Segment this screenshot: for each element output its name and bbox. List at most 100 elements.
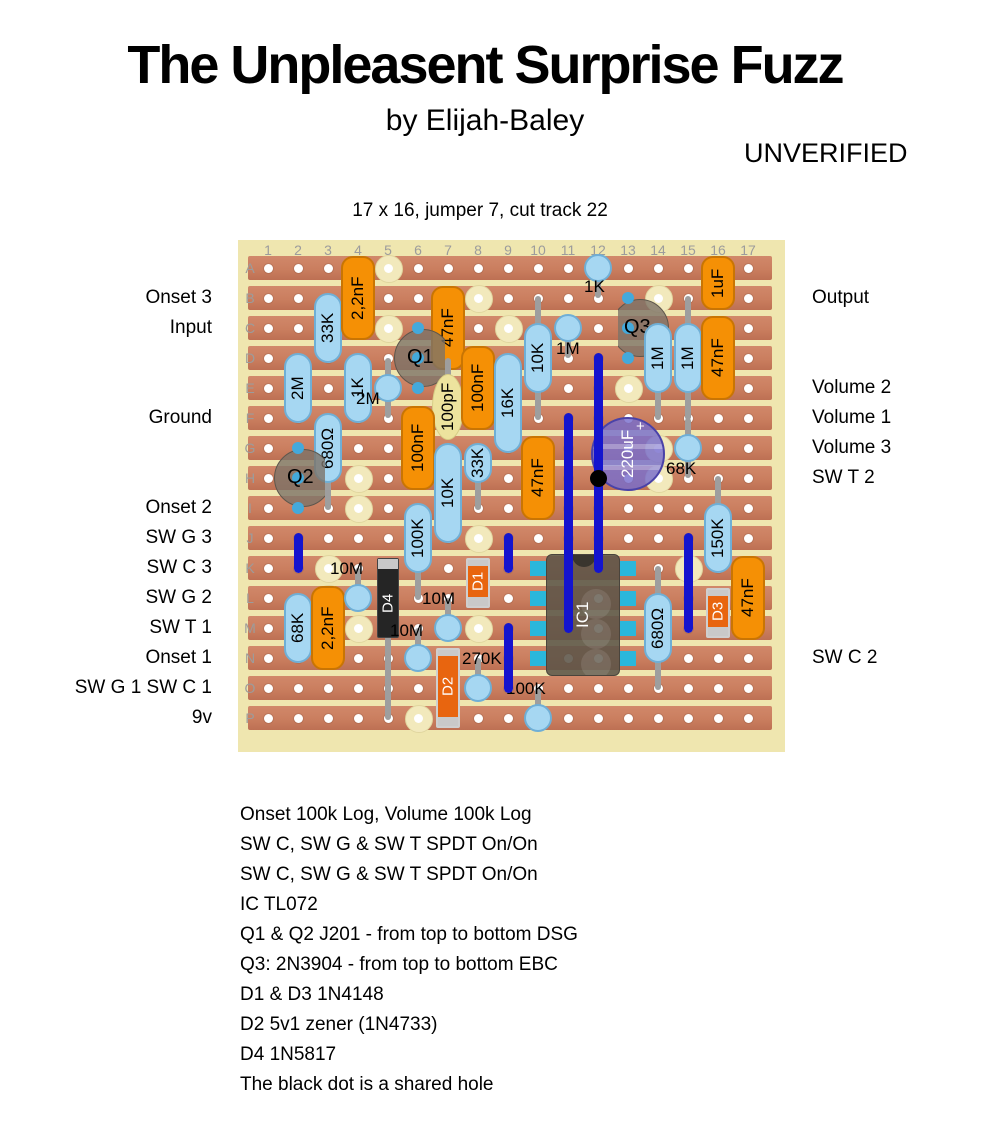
resistor-body	[344, 353, 372, 423]
hole	[474, 624, 483, 633]
hole	[293, 713, 303, 723]
pad-label-onset-1: Onset 1	[145, 647, 212, 668]
resistor-body	[644, 323, 672, 393]
ic-pin	[619, 561, 636, 576]
resistor-body	[494, 353, 522, 453]
ceramic-capacitor-body	[432, 374, 464, 440]
pad-label-sw-t-1: SW T 1	[149, 617, 212, 638]
transistor-lead-dot	[412, 382, 424, 394]
hole	[683, 653, 693, 663]
pad-label-sw-c-3: SW C 3	[146, 557, 212, 578]
ic-mold-mark	[581, 649, 611, 675]
hole	[683, 473, 693, 483]
hole	[743, 653, 753, 663]
hole	[533, 263, 543, 273]
resistor-body	[464, 443, 492, 483]
resistor-body	[434, 614, 462, 642]
diode-body	[466, 558, 490, 608]
resistor-body	[404, 503, 432, 573]
row-label: F	[245, 410, 255, 426]
resistor-label: 10K	[528, 342, 547, 374]
component-lead	[355, 568, 361, 598]
hole	[354, 504, 363, 513]
ic-pin	[619, 591, 636, 606]
diode-band	[708, 590, 728, 596]
jumper-wire	[593, 473, 603, 573]
hole	[743, 503, 753, 513]
capacitor-body	[701, 316, 735, 400]
ic-label: IC1	[573, 601, 592, 629]
hole	[683, 713, 693, 723]
row-label: L	[246, 590, 254, 606]
column-label: 16	[710, 242, 726, 258]
row-label: N	[244, 650, 256, 666]
resistor-label: 1K	[348, 377, 367, 399]
note-line: IC TL072	[240, 894, 318, 915]
row-label: P	[245, 710, 255, 726]
column-label: 10	[530, 242, 546, 258]
hole	[533, 533, 543, 543]
ic-pin	[619, 651, 636, 666]
pad-label-onset-3: Onset 3	[145, 287, 212, 308]
hole	[354, 474, 363, 483]
hole	[354, 624, 363, 633]
diode-body	[377, 558, 399, 638]
resistor-body	[404, 644, 432, 672]
diode-band	[468, 560, 488, 566]
hole	[713, 713, 723, 723]
hole	[563, 293, 573, 303]
hole	[293, 683, 303, 693]
hole	[503, 263, 513, 273]
component-lead	[595, 268, 601, 298]
component-lead	[565, 328, 571, 358]
resistor-label: 100K	[408, 518, 427, 558]
hole	[353, 443, 363, 453]
diode-band	[378, 559, 398, 569]
polarity-plus: +	[636, 418, 645, 435]
jumper-wire	[563, 413, 573, 633]
resistor-label: 1M	[678, 346, 697, 370]
transistor-lead-dot	[622, 352, 634, 364]
hole	[623, 713, 633, 723]
hole	[323, 533, 333, 543]
hole	[443, 563, 453, 573]
hole	[654, 294, 663, 303]
hole	[353, 713, 363, 723]
track-cut	[405, 705, 433, 733]
pad-label-sw-c-2: SW C 2	[812, 647, 878, 668]
resistor-label: 10M	[330, 559, 364, 578]
resistor-label: 1M	[648, 346, 667, 370]
pad-label-volume-3: Volume 3	[812, 437, 892, 458]
note-line: D4 1N5817	[240, 1044, 337, 1065]
column-label: 7	[444, 242, 452, 258]
column-label: 9	[504, 242, 512, 258]
hole	[263, 443, 273, 453]
transistor-label: Q2	[287, 466, 314, 488]
row-label: A	[245, 260, 255, 276]
hole	[713, 443, 723, 453]
right-connection-labels: Output Volume 2 Volume 1 Volume 3 SW T 2 SW C…	[812, 0, 1002, 1121]
column-label: 6	[414, 242, 422, 258]
hole	[503, 503, 513, 513]
hole	[263, 653, 273, 663]
hole	[623, 263, 633, 273]
hole	[654, 474, 663, 483]
hole	[323, 683, 333, 693]
hole	[653, 503, 663, 513]
note-line: SW C, SW G & SW T SPDT On/On	[240, 834, 538, 855]
hole	[593, 683, 603, 693]
resistor-label: 10K	[438, 477, 457, 509]
hole	[653, 713, 663, 723]
left-connection-labels: Onset 3 Input Ground Onset 2 SW G 3 SW C 3 SW …	[0, 0, 212, 1121]
pad-label-volume-2: Volume 2	[812, 377, 892, 398]
hole	[263, 473, 273, 483]
diode-band	[438, 650, 458, 656]
capacitor-body	[311, 586, 345, 670]
diode-body	[436, 648, 460, 728]
resistor-label: 270K	[462, 649, 502, 668]
capacitor-label: 2,2nF	[348, 276, 367, 320]
track-cut	[375, 255, 403, 283]
hole	[593, 713, 603, 723]
hole	[263, 323, 273, 333]
hole	[503, 473, 513, 483]
